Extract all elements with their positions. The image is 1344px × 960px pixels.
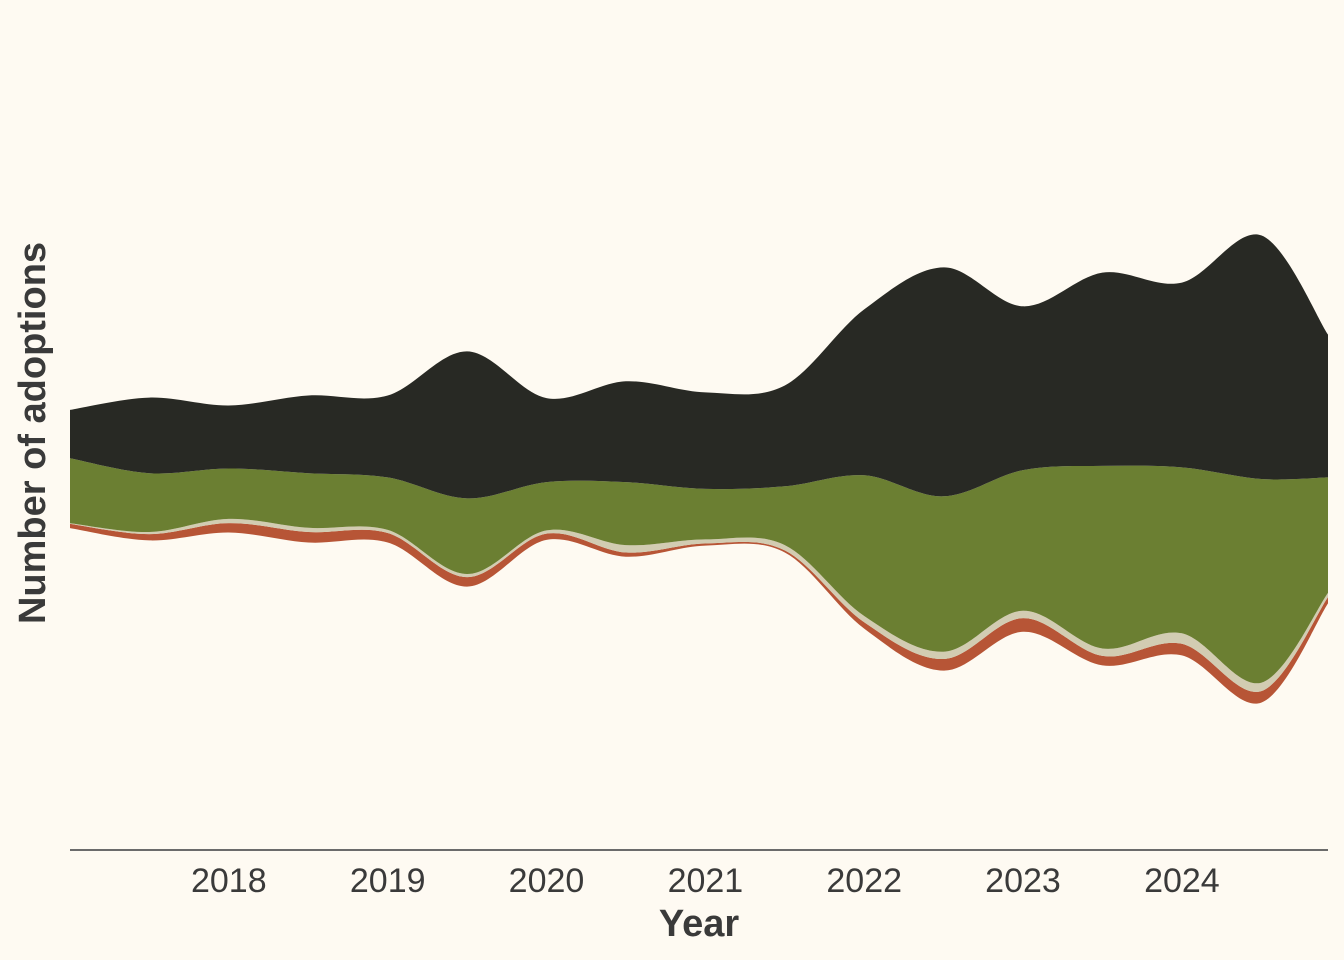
x-tick-label-2023: 2023 xyxy=(985,862,1061,900)
x-tick-label-2020: 2020 xyxy=(509,862,585,900)
stream-layer-3 xyxy=(70,458,1328,684)
stream-layers xyxy=(70,234,1328,704)
x-tick-label-2019: 2019 xyxy=(350,862,426,900)
x-tick-label-2024: 2024 xyxy=(1144,862,1220,900)
x-axis-title: Year xyxy=(659,903,740,945)
x-tick-label-2018: 2018 xyxy=(191,862,267,900)
x-tick-label-2021: 2021 xyxy=(668,862,744,900)
y-axis-title: Number of adoptions xyxy=(12,242,54,624)
x-tick-label-2022: 2022 xyxy=(826,862,902,900)
x-axis-ticks: 2018 2019 2020 2021 2022 2023 2024 xyxy=(191,862,1220,900)
stream-layer-4 xyxy=(70,234,1328,499)
